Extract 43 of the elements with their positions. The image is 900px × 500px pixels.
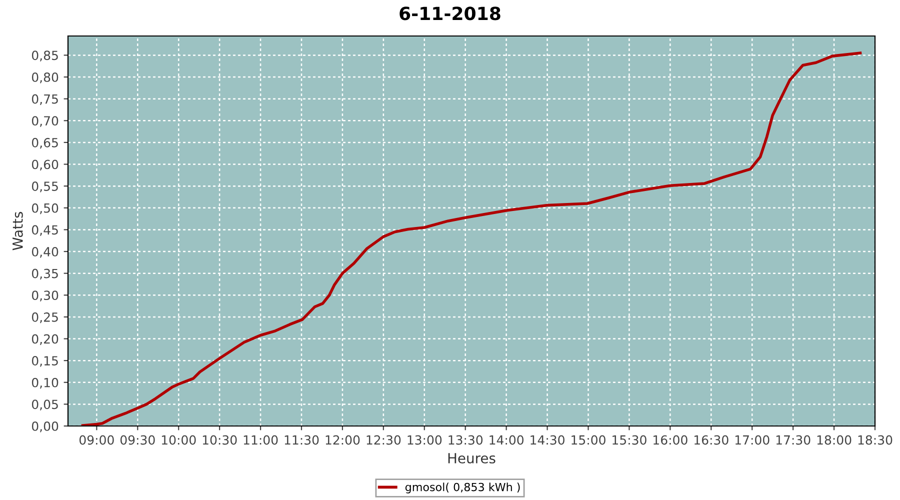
y-tick-label: 0,20 bbox=[32, 334, 58, 345]
y-tick-label: 0,85 bbox=[32, 50, 58, 62]
x-tick-label: 17:00 bbox=[735, 435, 770, 445]
y-tick-label: 0,10 bbox=[32, 378, 58, 389]
x-tick-label: 18:30 bbox=[858, 435, 892, 445]
x-tick-label: 15:30 bbox=[612, 435, 646, 445]
x-tick-label: 09:30 bbox=[120, 435, 155, 445]
legend-label: gmosol( 0,853 kWh ) bbox=[405, 482, 520, 494]
y-tick-label: 0,00 bbox=[32, 421, 58, 432]
x-tick-label: 12:00 bbox=[326, 435, 360, 445]
y-tick-label: 0,25 bbox=[32, 312, 58, 324]
y-axis-title: Watts bbox=[12, 212, 23, 250]
line-series bbox=[81, 52, 862, 426]
chart-title: 6-11-2018 bbox=[400, 6, 500, 20]
y-tick-label: 0,80 bbox=[32, 72, 58, 84]
y-tick-label: 0,05 bbox=[32, 400, 58, 410]
x-tick-label: 09:00 bbox=[79, 435, 114, 445]
x-tick-label: 18:00 bbox=[817, 435, 852, 445]
y-tick-label: 0,35 bbox=[32, 268, 58, 280]
x-tick-label: 14:00 bbox=[490, 435, 524, 445]
x-tick-label: 11:00 bbox=[244, 435, 278, 445]
x-tick-label: 11:30 bbox=[284, 435, 319, 445]
x-tick-label: 13:00 bbox=[408, 435, 442, 445]
x-tick-label: 12:30 bbox=[366, 435, 401, 445]
y-tick-label: 0,50 bbox=[32, 203, 58, 214]
x-tick-label: 10:30 bbox=[202, 435, 237, 445]
x-tick-label: 10:00 bbox=[162, 435, 196, 445]
x-tick-label: 15:00 bbox=[572, 435, 606, 445]
y-tick-label: 0,15 bbox=[32, 356, 58, 367]
y-tick-label: 0,45 bbox=[32, 225, 58, 236]
x-tick-label: 16:30 bbox=[694, 435, 728, 445]
y-tick-label: 0,70 bbox=[32, 116, 58, 127]
x-tick-label: 17:30 bbox=[776, 435, 810, 445]
x-tick-label: 13:30 bbox=[448, 435, 483, 445]
x-axis-title: Heures bbox=[448, 453, 496, 464]
y-tick-label: 0,40 bbox=[32, 246, 58, 258]
y-tick-label: 0,60 bbox=[32, 160, 58, 170]
x-tick-label: 14:30 bbox=[530, 435, 564, 445]
y-tick-label: 0,75 bbox=[32, 94, 58, 106]
x-tick-label: 16:00 bbox=[654, 435, 688, 445]
y-tick-label: 0,65 bbox=[32, 138, 58, 149]
y-tick-label: 0,55 bbox=[32, 182, 58, 192]
y-tick-label: 0,30 bbox=[32, 290, 58, 302]
